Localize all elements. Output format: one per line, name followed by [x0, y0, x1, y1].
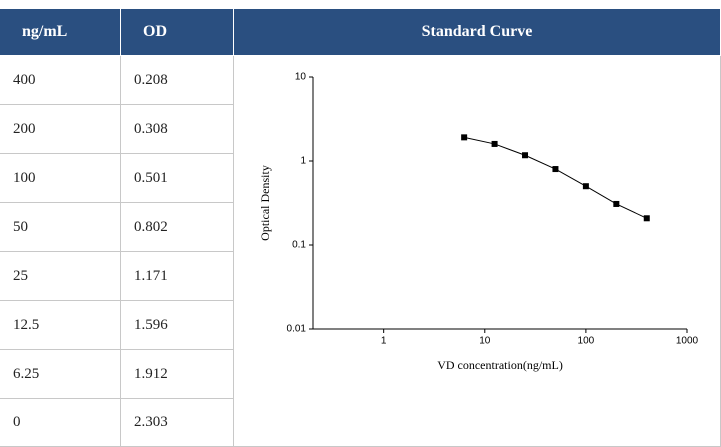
- table-cell: 200: [0, 105, 121, 154]
- table-cell: 1.171: [121, 252, 234, 301]
- point: [461, 134, 468, 141]
- point: [552, 166, 559, 173]
- x-axis-title: VD concentration(ng/mL): [437, 358, 563, 372]
- table-cell: 0.501: [121, 154, 234, 203]
- table-cell: 400: [0, 56, 121, 105]
- table-cell: 100: [0, 154, 121, 203]
- curve: [464, 136, 647, 219]
- x-tick-label: 10: [479, 336, 491, 347]
- table-cell: 0.208: [121, 56, 234, 105]
- header-cell: Standard Curve: [234, 9, 721, 56]
- y-tick-label: 0.01: [287, 324, 307, 335]
- header-cell: OD: [121, 9, 234, 56]
- point: [491, 140, 498, 147]
- table-cell: 25: [0, 252, 121, 301]
- point: [582, 183, 589, 190]
- point: [643, 215, 650, 222]
- y-tick-label: 1: [300, 156, 306, 167]
- y-tick-label: 0.1: [292, 240, 306, 251]
- table-cell: 0.308: [121, 105, 234, 154]
- y-axis-title: Optical Density: [258, 165, 272, 241]
- table-cell: 50: [0, 203, 121, 252]
- table-cell: 2.303: [121, 399, 234, 447]
- table-cell: 0.802: [121, 203, 234, 252]
- x-tick-label: 1: [381, 336, 387, 347]
- header-cell: ng/mL: [0, 9, 121, 56]
- x-tick-label: 1000: [676, 336, 699, 347]
- table-cell: 6.25: [0, 350, 121, 399]
- table-cell: 0: [0, 399, 121, 447]
- y-tick-label: 10: [295, 72, 307, 83]
- table-cell: 12.5: [0, 301, 121, 350]
- x-tick-label: 100: [578, 336, 595, 347]
- point: [613, 200, 620, 207]
- point: [522, 152, 529, 159]
- chart: 1 10 100 1000 0.01 0.1 1 10 VD concentration(ng/…: [258, 72, 699, 372]
- table-cell: 1.912: [121, 350, 234, 399]
- table-cell: 1.596: [121, 301, 234, 350]
